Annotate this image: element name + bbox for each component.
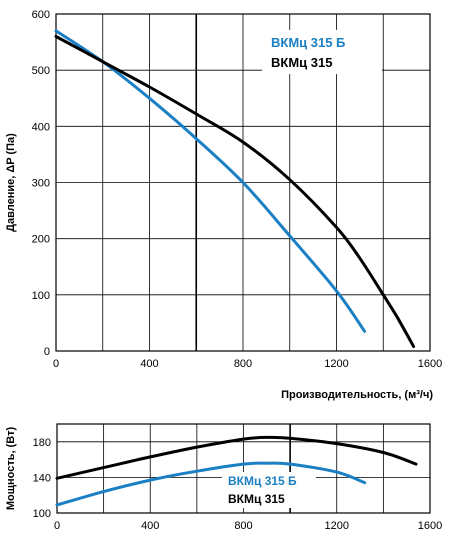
pressure-chart: 0 100 200 300 400 500 600 0 400 800 1200 1600 Произв…: [5, 9, 442, 401]
y-tick-label: 400: [32, 121, 50, 133]
x-tick-label: 1600: [418, 520, 442, 532]
y-tick-label: 200: [32, 234, 50, 246]
plot-frame: [56, 423, 431, 514]
series-line-vkmc-315: [55, 435, 418, 480]
y-axis-label: Давление, ΔP (Па): [5, 133, 17, 232]
x-tick-label: 400: [141, 520, 159, 532]
legend-entry: ВКМц 315 Б: [228, 474, 297, 488]
x-tick-label: 0: [54, 520, 60, 532]
series-line-vkmc-315: [54, 35, 416, 348]
series-line-vkmc-315-b: [55, 461, 367, 507]
y-tick-label: 600: [32, 9, 50, 21]
legend-entry: ВКМц 315: [228, 492, 285, 506]
series-line-vkmc-315-b: [54, 29, 367, 333]
x-axis-label: Производительность, (м³/ч): [281, 389, 433, 401]
x-tick-label: 800: [234, 520, 252, 532]
y-tick-label: 140: [33, 472, 51, 484]
legend-entry: ВКМц 315 Б: [271, 35, 345, 50]
x-tick-label: 1200: [324, 358, 348, 370]
x-tick-label: 400: [140, 358, 158, 370]
y-tick-label: 300: [32, 178, 50, 190]
y-tick-label: 100: [33, 508, 51, 520]
legend-entry: ВКМц 315: [271, 55, 332, 70]
y-tick-label: 500: [32, 65, 50, 77]
x-tick-label: 800: [234, 358, 252, 370]
y-tick-label: 100: [32, 290, 50, 302]
power-chart: 100 140 180 0 400 800 1200 1600 Мощность, (Вт) ВК…: [5, 423, 442, 532]
legend-background: [262, 30, 382, 74]
x-tick-label: 1200: [325, 520, 349, 532]
y-tick-label: 180: [33, 437, 51, 449]
legend-background: [222, 472, 316, 508]
x-tick-label: 1600: [418, 358, 442, 370]
plot-frame: [55, 13, 431, 352]
y-tick-label: 0: [44, 346, 50, 358]
x-tick-label: 0: [53, 358, 59, 370]
y-axis-label: Мощность, (Вт): [5, 427, 17, 511]
